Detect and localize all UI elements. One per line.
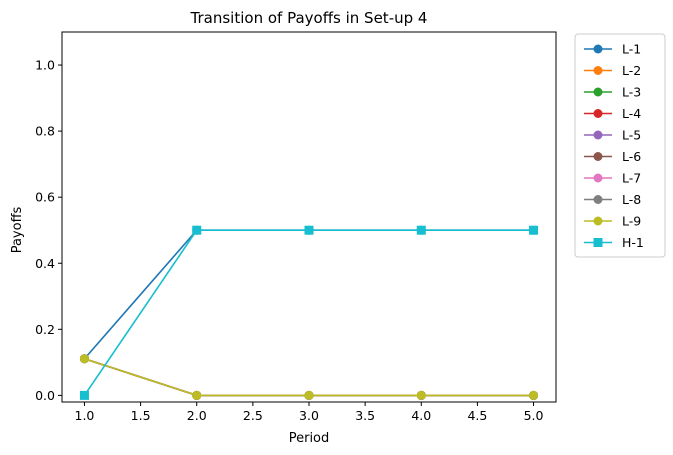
x-tick-label: 5.0 xyxy=(524,408,544,423)
series-l-9 xyxy=(79,354,539,400)
x-tick-label: 2.0 xyxy=(187,408,207,423)
legend-label: L-2 xyxy=(622,63,641,78)
legend-marker xyxy=(593,195,603,204)
legend-label: L-8 xyxy=(622,192,641,207)
x-tick-label: 4.5 xyxy=(467,408,487,423)
y-tick-label: 0.8 xyxy=(35,124,55,139)
data-point xyxy=(192,225,202,235)
x-tick-label: 4.0 xyxy=(411,408,431,423)
series-line xyxy=(83,229,534,360)
series-line xyxy=(84,357,534,397)
legend-label: L-7 xyxy=(622,171,641,186)
legend-marker xyxy=(593,152,603,161)
y-tick-label: 0.4 xyxy=(35,256,55,271)
x-tick-label: 3.0 xyxy=(299,408,319,423)
legend-label: L-4 xyxy=(622,106,641,121)
data-point xyxy=(529,225,539,235)
y-tick-label: 0.0 xyxy=(35,388,55,403)
legend-label: L-9 xyxy=(622,214,641,229)
series-l-1 xyxy=(79,225,539,364)
series-line xyxy=(83,229,534,396)
legend-label: L-5 xyxy=(622,128,641,143)
x-tick-label: 2.5 xyxy=(243,408,263,423)
x-tick-label: 3.5 xyxy=(355,408,375,423)
series-line xyxy=(84,357,534,397)
series-line xyxy=(84,357,534,397)
series-line xyxy=(84,357,534,397)
legend-marker xyxy=(593,173,603,183)
plot-area-frame xyxy=(61,31,557,403)
y-tick-label: 0.6 xyxy=(35,190,55,205)
legend-label: H-1 xyxy=(622,235,644,250)
legend-box xyxy=(574,33,666,258)
data-point xyxy=(304,225,314,235)
data-point xyxy=(529,390,539,400)
legend-marker xyxy=(593,87,603,97)
legend-marker xyxy=(593,109,603,118)
series-h-1 xyxy=(79,225,539,400)
legend-label: L-3 xyxy=(622,85,641,100)
data-point xyxy=(192,390,202,400)
legend-marker xyxy=(593,66,603,75)
y-tick-label: 0.2 xyxy=(35,322,55,337)
series-line xyxy=(84,357,534,397)
data-point xyxy=(79,354,89,364)
data-point xyxy=(416,390,426,400)
x-axis-label: Period xyxy=(289,431,330,446)
x-tick-label: 1.5 xyxy=(131,408,151,423)
series-line xyxy=(84,357,534,397)
y-axis-label: Payoffs xyxy=(10,206,25,253)
data-point xyxy=(416,225,426,235)
data-point xyxy=(304,390,314,400)
legend-marker xyxy=(593,238,603,247)
legend-label: L-1 xyxy=(622,42,641,57)
y-tick-label: 1.0 xyxy=(35,58,55,73)
legend-marker xyxy=(593,216,603,226)
legend-marker xyxy=(593,44,603,54)
legend-marker xyxy=(593,130,603,140)
series-line xyxy=(84,357,534,397)
x-tick-label: 1.0 xyxy=(75,408,95,423)
series-line xyxy=(84,357,534,397)
legend-label: L-6 xyxy=(622,149,641,164)
chart-title: Transition of Payoffs in Set-up 4 xyxy=(190,9,428,27)
data-point xyxy=(79,390,89,400)
